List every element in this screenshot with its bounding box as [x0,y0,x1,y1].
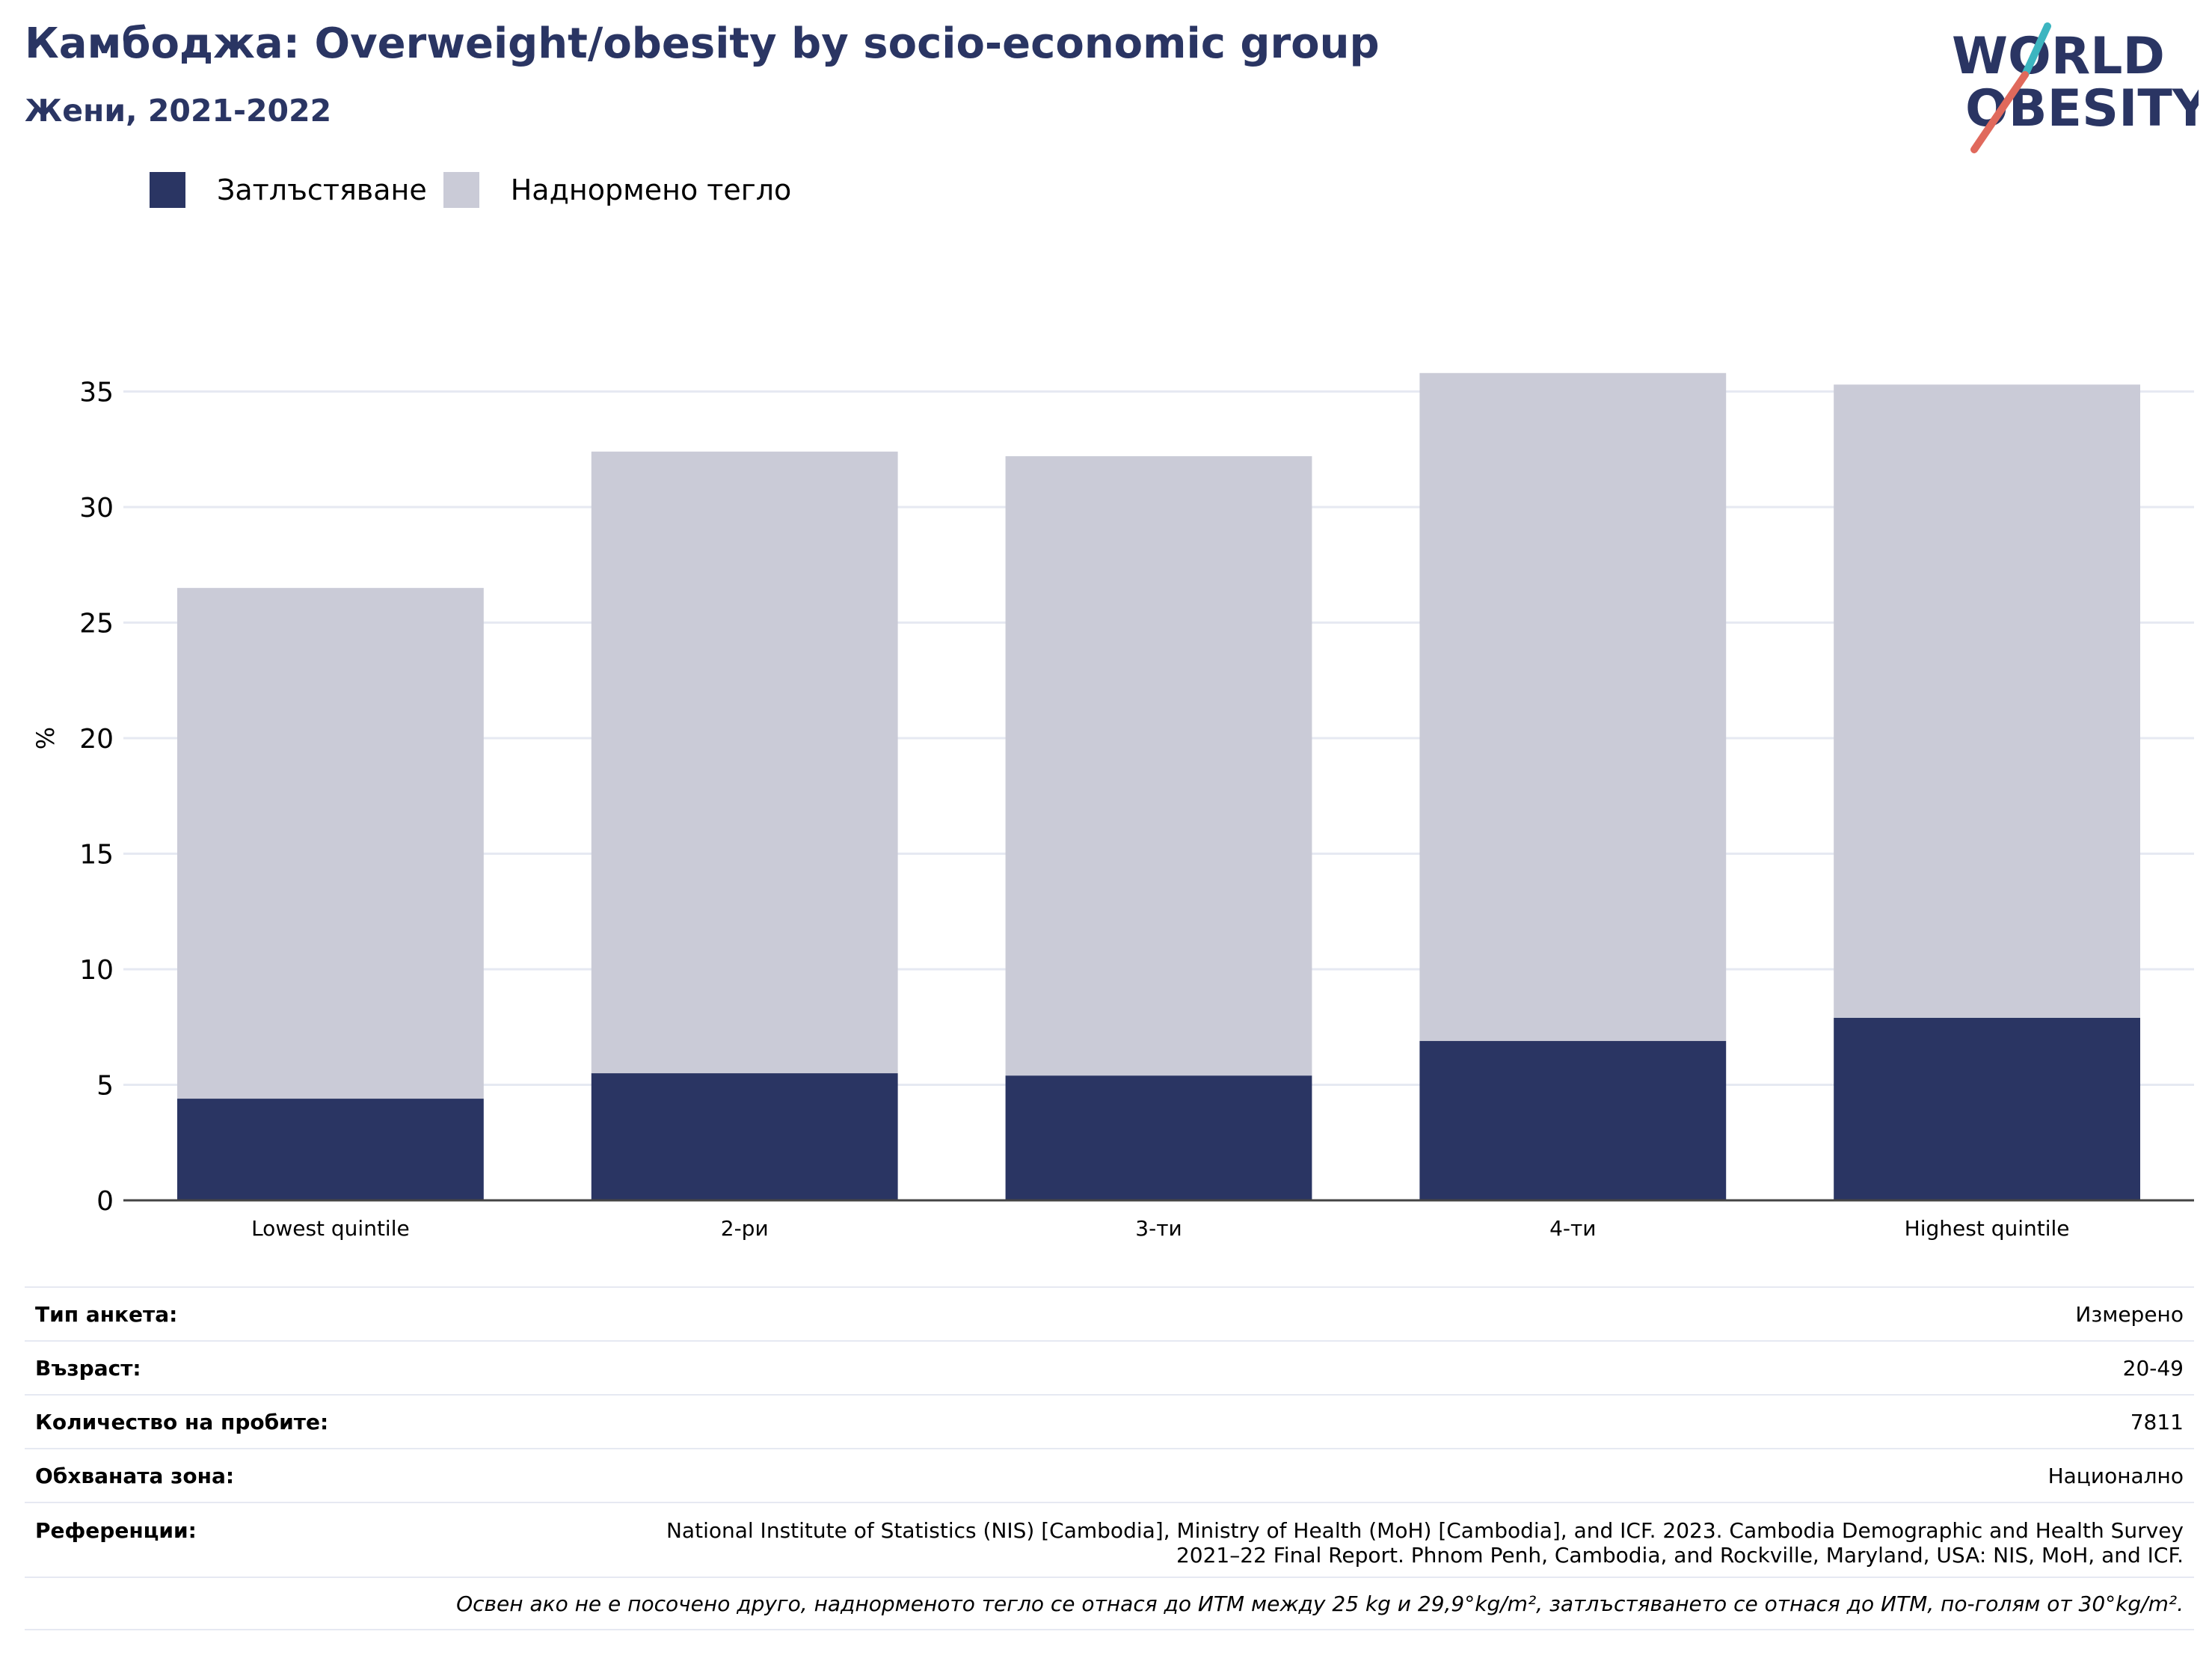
bar-obesity-2 [1005,1075,1312,1200]
info-row-area-covered: Обхваната зона: Национално [25,1448,2194,1502]
y-tick-label-5: 5 [96,1071,114,1102]
survey-info-table: Тип анкета: Измерено Възраст: 20-49 Коли… [25,1286,2194,1630]
bar-overweight-0 [176,588,484,1099]
axes: 0 5 10 15 20 25 30 35% Lowest quintile 2-ри 3-ти 4-… [31,378,2194,1241]
survey-type-label: Тип анкета: [35,1301,178,1327]
x-tick-label-2: 3-ти [1135,1216,1182,1241]
bar-overweight-2 [1005,456,1312,1076]
stacked-bar-chart: 0 5 10 15 20 25 30 35% Lowest quintile 2-ри 3-ти 4-… [31,372,2194,1241]
legend-item-overweight[interactable]: Наднормено тегло [443,172,792,208]
y-tick-label-15: 15 [79,840,114,871]
age-value: 20-49 [2122,1355,2184,1381]
bar-obesity-1 [591,1073,898,1200]
bars [176,372,2141,1200]
bar-overweight-4 [1834,384,2141,1018]
x-tick-label-4: Highest quintile [1905,1216,2070,1241]
legend-swatch-overweight [443,172,479,208]
legend-label-obesity: Затлъстяване [217,174,427,206]
sample-size-label: Количество на пробите: [35,1409,329,1434]
legend-swatch-obesity [150,172,185,208]
area-covered-value: Национално [2047,1463,2184,1488]
y-tick-label-10: 10 [79,955,114,986]
definition-note: Освен ако не е посочено друго, наднормен… [456,1591,2184,1616]
age-label: Възраст: [35,1355,141,1381]
info-row-sample-size: Количество на пробите: 7811 [25,1394,2194,1448]
y-axis-label: % [31,727,60,749]
logo-slash-bottom [1970,71,2029,153]
x-tick-label-3: 4-ти [1549,1216,1596,1241]
world-obesity-logo: WORLD OBESITY [1952,22,2199,153]
bar-obesity-4 [1834,1017,2141,1200]
info-row-note: Освен ако не е посочено друго, наднормен… [25,1577,2194,1630]
y-tick-label-20: 20 [79,724,114,755]
references-value: National Institute of Statistics (NIS) [… [666,1518,2184,1568]
y-tick-label-30: 30 [79,493,114,524]
sample-size-value: 7811 [2130,1409,2184,1434]
bar-overweight-1 [591,451,898,1074]
info-row-references: Референции: National Institute of Statis… [25,1502,2194,1577]
references-label: Референции: [35,1518,197,1543]
chart-subtitle: Жени, 2021-2022 [25,93,332,129]
survey-type-value: Измерено [2075,1301,2184,1327]
chart-legend: Затлъстяване Наднормено тегло [150,172,808,208]
legend-label-overweight: Наднормено тегло [510,174,792,206]
y-tick-label-0: 0 [96,1186,114,1217]
bar-obesity-0 [176,1099,484,1200]
area-covered-label: Обхваната зона: [35,1463,235,1488]
x-tick-label-1: 2-ри [721,1216,769,1241]
logo-slash-top [2021,22,2051,79]
legend-item-obesity[interactable]: Затлъстяване [150,172,427,208]
y-tick-label-25: 25 [79,609,114,639]
logo-text-world: WORLD [1952,27,2165,86]
bar-overweight-3 [1419,372,1727,1041]
y-tick-label-35: 35 [79,378,114,408]
x-tick-label-0: Lowest quintile [251,1216,410,1241]
info-row-survey-type: Тип анкета: Измерено [25,1286,2194,1340]
info-row-age: Възраст: 20-49 [25,1340,2194,1394]
bar-obesity-3 [1419,1040,1727,1200]
chart-title: Камбоджа: Overweight/obesity by socio-ec… [25,19,1380,68]
